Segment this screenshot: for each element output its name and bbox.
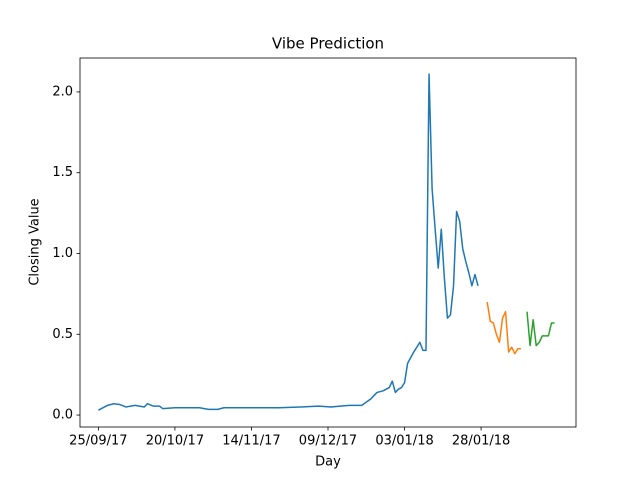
line-series	[486, 301, 521, 355]
x-tick-label: 03/01/18	[375, 434, 433, 449]
y-tick-label: 0.5	[52, 327, 73, 342]
x-axis-label: Day	[315, 455, 341, 470]
plot-frame	[79, 57, 577, 428]
chart-title: Vibe Prediction	[272, 35, 384, 53]
line-series	[526, 311, 555, 347]
y-tick-label: 0.0	[52, 408, 73, 423]
y-axis-label: Closing Value	[28, 198, 43, 285]
x-tick-label: 14/11/17	[222, 434, 280, 449]
x-tick-label: 09/12/17	[299, 434, 357, 449]
x-tick-label: 20/10/17	[146, 434, 204, 449]
line-series	[98, 73, 479, 411]
y-tick-label: 1.0	[52, 246, 73, 261]
x-tick-label: 25/09/17	[69, 434, 127, 449]
y-tick-label: 2.0	[52, 84, 73, 99]
x-tick-label: 28/01/18	[452, 434, 510, 449]
y-tick-label: 1.5	[52, 165, 73, 180]
